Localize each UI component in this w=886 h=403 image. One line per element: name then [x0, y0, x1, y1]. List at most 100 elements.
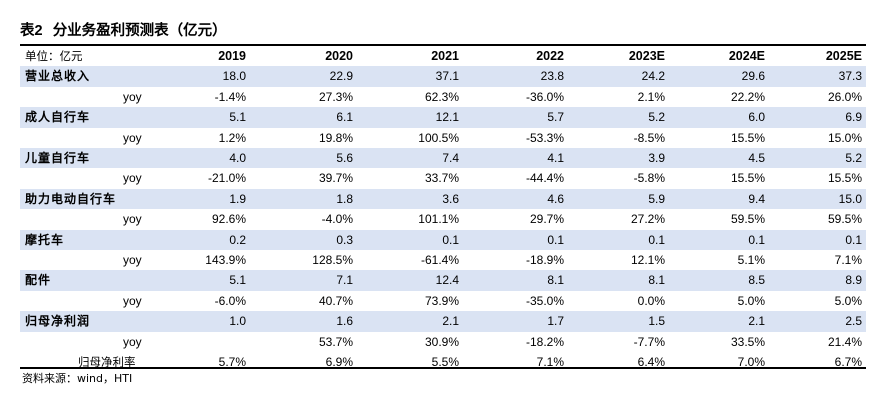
table-cell: 15.0% — [827, 130, 862, 145]
table-cell: 0.3 — [250, 229, 357, 251]
table-cell: 0.1 — [463, 229, 568, 251]
bottom-rule — [20, 367, 866, 369]
table-cell: 8.5 — [669, 270, 769, 291]
table-cell: 0.1 — [669, 229, 769, 251]
table-cell: 39.7% — [318, 171, 353, 186]
row-label: 成人自行车 — [20, 107, 143, 128]
table-cell: 15.5% — [730, 130, 765, 145]
table-cell: 6.9 — [769, 107, 866, 128]
table-cell: 0.0% — [637, 293, 665, 308]
yoy-row: yoy -6.0% 40.7% 73.9% -35.0% 0.0% 5.0% 5.0% — [20, 291, 866, 311]
table-cell: 4.1 — [463, 148, 568, 169]
table-cell: 5.1 — [143, 107, 250, 128]
table-cell: 5.2 — [568, 107, 669, 128]
table-cell: 15.0 — [769, 188, 866, 210]
segment-row: 成人自行车 5.1 6.1 12.1 5.7 5.2 6.0 6.9 — [20, 107, 866, 128]
table-cell: -35.0% — [525, 293, 564, 308]
table-cell — [143, 332, 250, 352]
table-cell: -36.0% — [525, 89, 564, 104]
row-label: yoy — [123, 334, 142, 349]
table-cell: 3.6 — [357, 188, 463, 210]
table-cell: -61.4% — [420, 253, 459, 268]
table-cell: 6.0 — [669, 107, 769, 128]
segment-row: 助力电动自行车 1.9 1.8 3.6 4.6 5.9 9.4 15.0 — [20, 188, 866, 210]
table-cell: 8.1 — [568, 270, 669, 291]
table-number: 表2 — [20, 23, 43, 39]
year-header: 2024E — [728, 49, 765, 63]
year-header: 2020 — [325, 49, 353, 63]
table-cell: 5.7 — [463, 107, 568, 128]
table-cell: 4.0 — [143, 148, 250, 169]
segment-row: 摩托车 0.2 0.3 0.1 0.1 0.1 0.1 0.1 — [20, 229, 866, 251]
table-body: 单位：亿元 2019 2020 2021 2022 2023E 2024E 20… — [20, 46, 866, 373]
yoy-row: yoy 1.2% 19.8% 100.5% -53.3% -8.5% 15.5% 15.0% — [20, 128, 866, 148]
table-cell: 128.5% — [312, 253, 353, 268]
table-cell: 1.6 — [250, 311, 357, 332]
table-cell: 2.1 — [357, 311, 463, 332]
table-cell: 59.5% — [827, 212, 862, 227]
table-cell: -7.7% — [633, 334, 665, 349]
table-cell: 92.6% — [211, 212, 246, 227]
table-cell: 4.6 — [463, 188, 568, 210]
table-cell: 5.2 — [769, 148, 866, 169]
table-cell: -53.3% — [525, 130, 564, 145]
table-cell: 4.5 — [669, 148, 769, 169]
table-cell: 21.4% — [827, 334, 862, 349]
table-cell: 5.9 — [568, 188, 669, 210]
table-cell: 59.5% — [730, 212, 765, 227]
table-cell: -5.8% — [633, 171, 665, 186]
table-cell: 5.7% — [218, 355, 246, 370]
table-cell: 30.9% — [424, 334, 459, 349]
table-cell: 2.5 — [769, 311, 866, 332]
row-label: yoy — [123, 130, 142, 145]
table-title: 表2 分业务盈利预测表（亿元） — [20, 19, 866, 43]
table-cell: 100.5% — [418, 130, 459, 145]
segment-row: 配件 5.1 7.1 12.4 8.1 8.1 8.5 8.9 — [20, 270, 866, 291]
table-cell: 37.1 — [357, 66, 463, 87]
table-cell: 6.1 — [250, 107, 357, 128]
table-cell: 27.3% — [318, 89, 353, 104]
table-cell: 22.2% — [730, 89, 765, 104]
year-header: 2022 — [536, 49, 564, 63]
table-cell: 26.0% — [827, 89, 862, 104]
year-header: 2021 — [431, 49, 459, 63]
table-cell: 19.8% — [318, 130, 353, 145]
year-header: 2025E — [825, 49, 862, 63]
table-cell: 5.6 — [250, 148, 357, 169]
yoy-row: yoy 143.9% 128.5% -61.4% -18.9% 12.1% 5.1% 7.1% — [20, 250, 866, 270]
table-cell: 0.1 — [357, 229, 463, 251]
table-cell: 12.1 — [357, 107, 463, 128]
table-cell: 8.1 — [463, 270, 568, 291]
table-cell: 2.1% — [637, 89, 665, 104]
table-cell: 5.5% — [431, 355, 459, 370]
segment-row: 归母净利润 1.0 1.6 2.1 1.7 1.5 2.1 2.5 — [20, 311, 866, 332]
unit-label: 单位：亿元 — [25, 49, 83, 63]
table-cell: 0.1 — [769, 229, 866, 251]
table-cell: 5.0% — [737, 293, 765, 308]
table-cell: 40.7% — [318, 293, 353, 308]
table-cell: 33.5% — [730, 334, 765, 349]
table-title-text: 分业务盈利预测表（亿元） — [52, 23, 227, 39]
table-cell: -18.9% — [525, 253, 564, 268]
table-cell: 6.9% — [325, 355, 353, 370]
table-cell: 5.0% — [834, 293, 862, 308]
source-note: 资料来源：wind，HTI — [22, 372, 133, 385]
yoy-row: yoy 92.6% -4.0% 101.1% 29.7% 27.2% 59.5% 59.5% — [20, 209, 866, 229]
year-header: 2019 — [218, 49, 246, 63]
table-cell: 101.1% — [418, 212, 459, 227]
table-cell: 23.8 — [463, 66, 568, 87]
row-label: yoy — [123, 212, 142, 227]
table-cell: 29.7% — [529, 212, 564, 227]
table-cell: -44.4% — [525, 171, 564, 186]
table-cell: 0.1 — [568, 229, 669, 251]
table-cell: 7.1% — [536, 355, 564, 370]
table-cell: 15.5% — [730, 171, 765, 186]
table-cell: -6.0% — [214, 293, 246, 308]
table-cell: 1.7 — [463, 311, 568, 332]
yoy-row: yoy -21.0% 39.7% 33.7% -44.4% -5.8% 15.5% 15.5% — [20, 168, 866, 188]
table-cell: 0.2 — [143, 229, 250, 251]
table-cell: 7.1% — [834, 253, 862, 268]
yoy-row: yoy -1.4% 27.3% 62.3% -36.0% 2.1% 22.2% 26.0% — [20, 87, 866, 107]
segment-row: 营业总收入 18.0 22.9 37.1 23.8 24.2 29.6 37.3 — [20, 66, 866, 87]
table-cell: 1.9 — [143, 188, 250, 210]
